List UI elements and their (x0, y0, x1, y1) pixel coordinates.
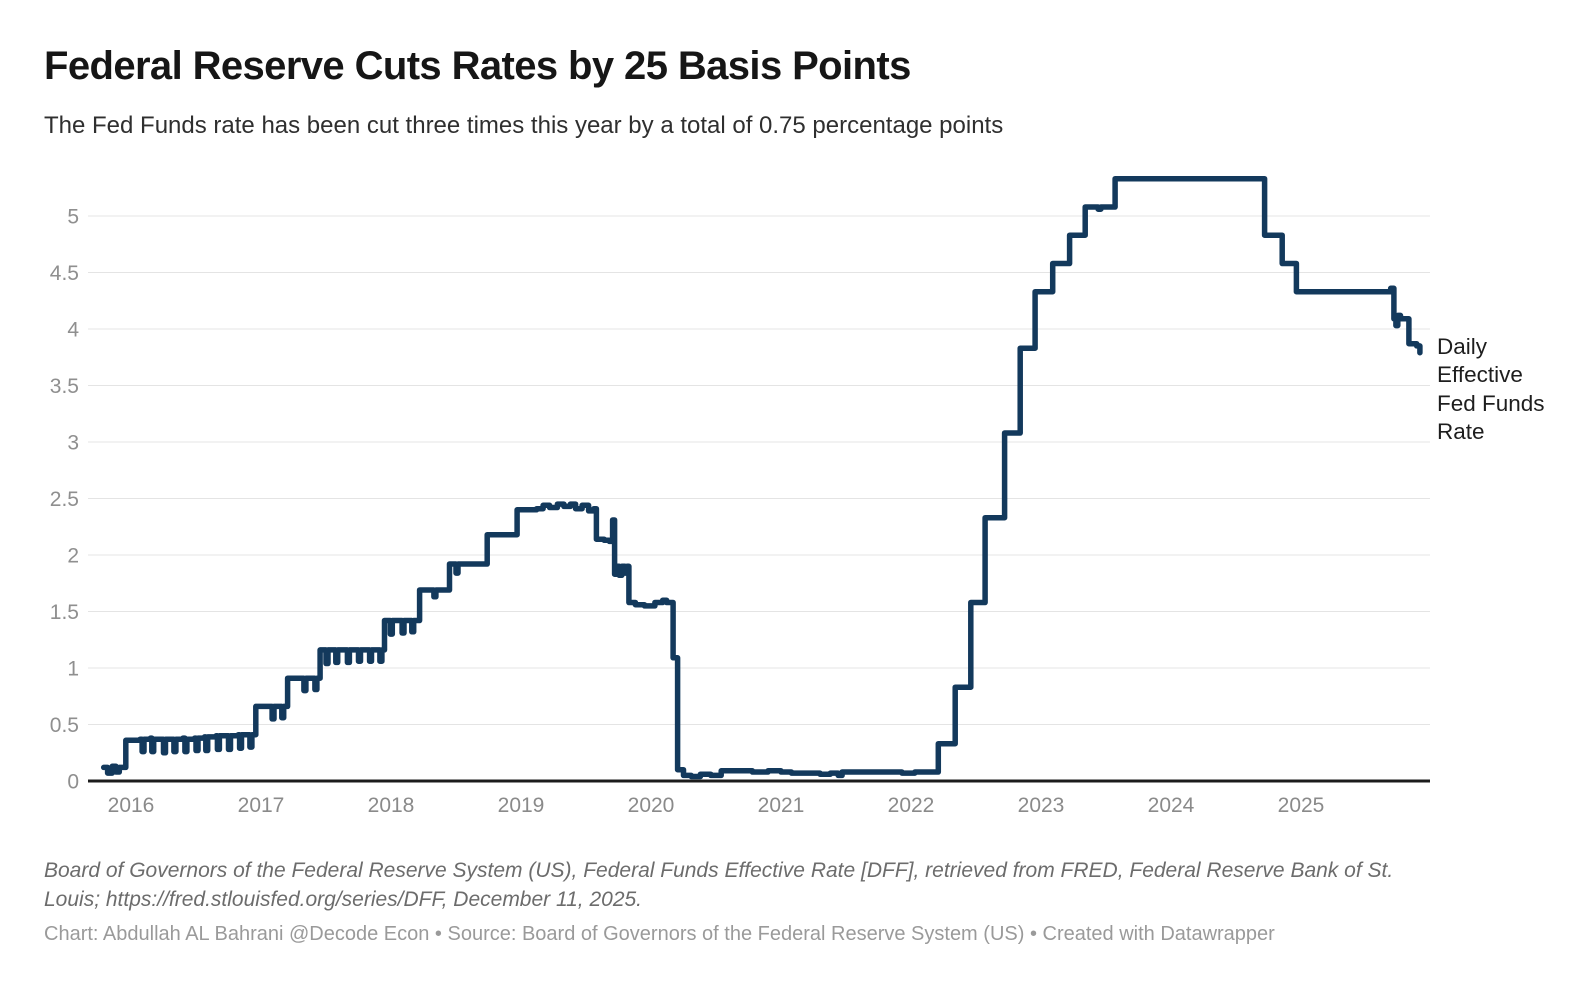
y-axis-tick-label: 2.5 (50, 488, 79, 511)
series-label: Daily Effective Fed Funds Rate (1437, 334, 1545, 444)
y-axis-tick-label: 5 (67, 206, 79, 229)
y-axis-tick-label: 4 (67, 319, 79, 342)
y-axis-tick-label: 3 (67, 432, 79, 455)
y-axis-tick-label: 2 (67, 545, 79, 568)
source-note: Board of Governors of the Federal Reserv… (44, 856, 1509, 914)
credit-line: Chart: Abdullah AL Bahrani @Decode Econ … (44, 923, 1275, 945)
x-axis-tick-label: 2023 (1018, 794, 1065, 817)
y-axis-tick-label: 1.5 (50, 601, 79, 624)
x-axis-tick-label: 2017 (238, 794, 285, 817)
chart-subtitle: The Fed Funds rate has been cut three ti… (44, 112, 1004, 139)
rate-line (100, 175, 1423, 780)
x-axis-tick-label: 2019 (498, 794, 545, 817)
x-axis-tick-label: 2021 (758, 794, 805, 817)
x-axis-tick-label: 2016 (108, 794, 155, 817)
fed-funds-line-chart: 0 0.5 1 1.5 2 2.5 3 3.5 4 4.5 5 2016 2017 2018 2019 202… (50, 175, 1430, 817)
x-axis-tick-label: 2024 (1148, 794, 1195, 817)
x-axis-tick-label: 2022 (888, 794, 935, 817)
y-axis-tick-label: 0.5 (50, 714, 79, 737)
y-axis-tick-label: 1 (67, 658, 79, 681)
y-axis-tick-label: 4.5 (50, 262, 79, 285)
x-axis-tick-label: 2018 (368, 794, 415, 817)
x-axis-tick-label: 2025 (1278, 794, 1325, 817)
x-axis-tick-label: 2020 (628, 794, 675, 817)
source-note-line1: Board of Governors of the Federal Reserv… (44, 859, 1394, 882)
y-axis-tick-label: 3.5 (50, 375, 79, 398)
source-note-line2: Louis; https://fred.stlouisfed.org/serie… (44, 888, 643, 911)
chart-title: Federal Reserve Cuts Rates by 25 Basis P… (44, 44, 911, 88)
y-axis-tick-label: 0 (67, 771, 79, 794)
